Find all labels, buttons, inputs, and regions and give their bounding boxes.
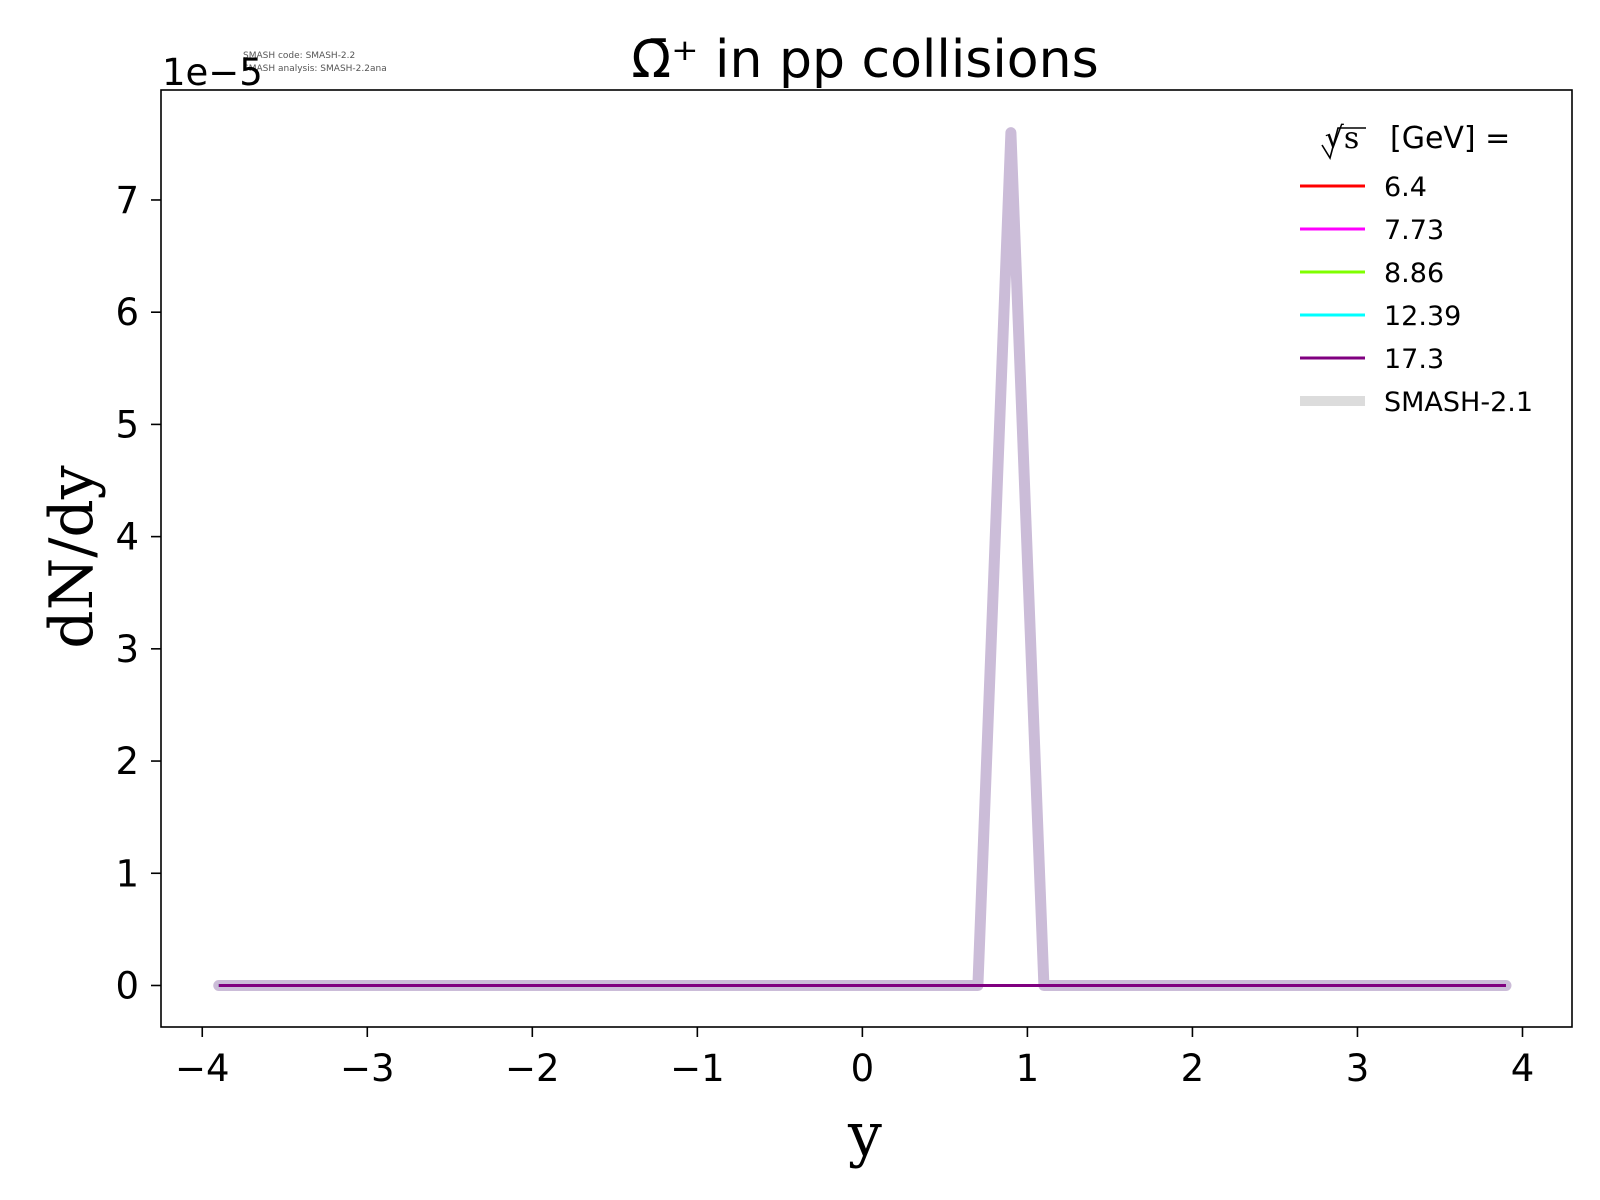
- x-tick-label: −1: [670, 1047, 725, 1090]
- y-tick-label: 0: [115, 964, 139, 1007]
- x-tick-label: −2: [505, 1047, 560, 1090]
- x-tick-label: 3: [1346, 1047, 1370, 1090]
- y-tick-label: 2: [115, 740, 139, 783]
- legend-label: 12.39: [1384, 301, 1461, 332]
- x-tick-label: −3: [340, 1047, 395, 1090]
- legend-label: 17.3: [1384, 344, 1444, 375]
- x-tick-label: 2: [1181, 1047, 1205, 1090]
- legend-label: 7.73: [1384, 215, 1444, 246]
- plot-frame: [160, 89, 1573, 1028]
- legend-title-sqrt: √s: [1325, 121, 1360, 156]
- y-axis-ticks: 0 1 2 3 4 5 6 7: [115, 179, 161, 1007]
- x-axis-ticks: −4 −3 −2 −1 0 1 2 3 4: [175, 1027, 1534, 1090]
- y-tick-label: 7: [115, 179, 139, 222]
- legend: √s [GeV] = 6.4 7.73 8.86 12.39 17.3 SMASH-2.1: [1300, 121, 1533, 418]
- plot-area: [213, 127, 1512, 991]
- legend-label: SMASH-2.1: [1384, 387, 1533, 418]
- watermark-analysis: SMASH analysis: SMASH-2.2ana: [243, 64, 387, 74]
- y-tick-label: 3: [115, 628, 139, 671]
- x-tick-label: −4: [175, 1047, 230, 1090]
- x-axis-label: y: [847, 1100, 882, 1170]
- x-tick-label: 4: [1511, 1047, 1535, 1090]
- x-tick-label: 0: [851, 1047, 875, 1090]
- legend-label: 8.86: [1384, 258, 1444, 289]
- legend-label: 6.4: [1384, 172, 1427, 203]
- y-tick-label: 4: [115, 516, 139, 559]
- x-tick-label: 1: [1016, 1047, 1040, 1090]
- y-tick-label: 5: [115, 403, 139, 446]
- series-line-reference: [213, 127, 1512, 991]
- y-axis-label: dN/dy: [37, 465, 107, 649]
- y-offset-label: 1e−5: [162, 51, 263, 94]
- watermark-code: SMASH code: SMASH-2.2: [243, 51, 355, 61]
- chart-title: Ω̄⁺ in pp collisions: [631, 30, 1098, 90]
- y-tick-label: 6: [115, 291, 139, 334]
- y-tick-label: 1: [115, 852, 139, 895]
- legend-sqrt-sign: [1321, 127, 1366, 161]
- legend-title: [GeV] =: [1390, 121, 1510, 156]
